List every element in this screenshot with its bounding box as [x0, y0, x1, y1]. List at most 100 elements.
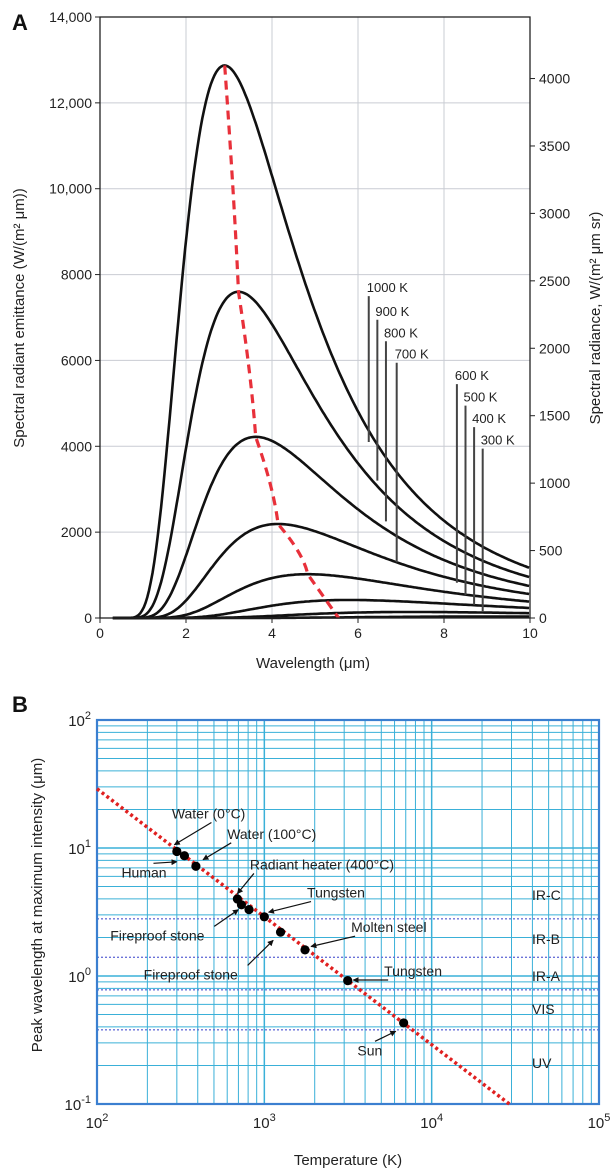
y2-tick-label: 1000	[539, 475, 570, 491]
band-label: UV	[532, 1055, 552, 1071]
temperature-label: 500 K	[464, 390, 498, 405]
panel-a-x-axis-label: Wavelength (μm)	[256, 655, 370, 672]
panel-b-annotations: Water (0°C) Water (100°C) Human Radiant hea…	[110, 806, 442, 1059]
temperature-label: 300 K	[481, 433, 515, 448]
y2-tick-label: 2000	[539, 340, 570, 356]
annotation-arrow	[247, 939, 274, 966]
y2-tick-label: 3000	[539, 205, 570, 221]
curve-600k	[112, 572, 530, 620]
band-label: IR-C	[532, 887, 561, 903]
panel-a-label: A	[12, 10, 28, 35]
y-tick-label: 0	[84, 610, 92, 626]
x-tick-label: 8	[440, 625, 448, 641]
y-tick-label: 2000	[61, 524, 92, 540]
y-tick-label: 8000	[61, 267, 92, 283]
data-point	[343, 976, 353, 986]
y-tick-label: 10-1	[65, 1094, 91, 1114]
data-point	[172, 846, 182, 857]
annotation-arrow	[202, 842, 232, 861]
annotation-label: Fireproof stone	[144, 966, 238, 982]
temperature-label: 900 K	[375, 304, 409, 319]
temperature-label: 800 K	[384, 325, 418, 340]
panel-a-y2-ticks: 0 500 1000 1500 2000 2500 3000 3500 4000	[530, 71, 570, 626]
data-point	[236, 900, 247, 910]
x-tick-label: 0	[96, 625, 104, 641]
panel-a-y-axis-label: Spectral radiant emittance (W/(m² μm))	[11, 188, 28, 448]
data-point	[191, 861, 201, 871]
data-point	[179, 851, 190, 861]
x-tick-label: 105	[588, 1112, 611, 1132]
panel-b-x-ticks: 102 103 104 105	[86, 1112, 611, 1132]
y-tick-label: 14,000	[49, 9, 92, 25]
annotation-label: Molten steel	[351, 919, 426, 935]
x-tick-label: 2	[182, 625, 190, 641]
panel-a-temperature-labels: 1000 K 900 K 800 K 700 K 600 K 500 K 400 K 300 …	[367, 280, 515, 612]
temperature-label: 700 K	[395, 347, 429, 362]
peak-wavelength-locus	[223, 65, 340, 619]
annotation-label: Tungsten	[307, 885, 365, 901]
annotation-label: Human	[121, 864, 166, 880]
curve-700k	[112, 522, 530, 620]
annotation-arrow	[267, 900, 312, 914]
temperature-label: 600 K	[455, 368, 489, 383]
temperature-label: 1000 K	[367, 280, 409, 295]
panel-b-x-axis-label: Temperature (K)	[294, 1152, 402, 1169]
panel-a-plot-frame	[99, 16, 531, 619]
x-tick-label: 102	[86, 1112, 109, 1132]
curve-900k	[112, 290, 530, 620]
annotation-label: Tungsten	[384, 963, 442, 979]
annotation-label: Fireproof stone	[110, 927, 204, 943]
annotation-arrow	[153, 859, 178, 866]
band-label: VIS	[532, 1001, 555, 1017]
y-tick-label: 100	[68, 966, 91, 986]
annotation-label: Sun	[357, 1042, 382, 1058]
data-point	[259, 912, 269, 922]
panel-b-label: B	[12, 692, 28, 717]
x-tick-label: 103	[253, 1112, 276, 1132]
panel-a-y-ticks: 0 2000 4000 6000 8000 10,000 12,000 14,000	[49, 9, 100, 626]
y-tick-label: 4000	[61, 438, 92, 454]
data-point	[399, 1018, 409, 1028]
y2-tick-label: 0	[539, 610, 547, 626]
panel-a-chart: A 1000 K 900 K 800 K 700 K 600 K 500 K 400 K 30…	[11, 9, 604, 672]
panel-b-y-axis-label: Peak wavelength at maximum intensity (μm…	[29, 758, 46, 1053]
panel-b-points	[172, 846, 409, 1028]
panel-a-x-ticks: 0 2 4 6 8 10	[96, 618, 538, 641]
y-tick-label: 102	[68, 710, 91, 730]
y-tick-label: 6000	[61, 352, 92, 368]
annotation-arrow	[213, 909, 239, 927]
data-point	[275, 927, 286, 937]
y-tick-label: 12,000	[49, 95, 92, 111]
annotation-arrow	[374, 1030, 397, 1042]
band-label: IR-B	[532, 931, 560, 947]
y2-tick-label: 2500	[539, 273, 570, 289]
panel-b-chart: B IR-C IR-B IR-A VIS UV Water (0°C) Water (10…	[12, 692, 610, 1169]
annotation-arrow	[310, 935, 356, 949]
x-tick-label: 6	[354, 625, 362, 641]
temperature-label: 400 K	[472, 411, 506, 426]
panel-b-plot-frame	[95, 718, 601, 1106]
x-tick-label: 104	[420, 1112, 443, 1132]
curve-800k	[112, 435, 530, 620]
curve-1000k	[112, 64, 530, 620]
panel-b-spectral-bands: IR-C IR-B IR-A VIS UV	[97, 887, 599, 1071]
annotation-label: Water (100°C)	[227, 826, 316, 842]
x-tick-label: 4	[268, 625, 276, 641]
data-point	[300, 945, 310, 955]
panel-b-y-ticks: 10-1 100 101 102	[65, 710, 91, 1114]
panel-a-curves	[112, 64, 530, 620]
x-tick-label: 10	[522, 625, 538, 641]
y-tick-label: 101	[68, 838, 91, 858]
panel-b-grid	[96, 720, 599, 1105]
y2-tick-label: 1500	[539, 408, 570, 424]
annotation-label: Radiant heater (400°C)	[250, 856, 394, 872]
y2-tick-label: 500	[539, 543, 563, 559]
annotation-label: Water (0°C)	[172, 806, 246, 822]
panel-a-y2-axis-label: Spectral radiance, W/(m² μm sr)	[587, 212, 604, 425]
annotation-arrow	[173, 821, 212, 846]
y-tick-label: 10,000	[49, 181, 92, 197]
data-point	[244, 905, 254, 915]
y2-tick-label: 4000	[539, 71, 570, 87]
annotation-arrow	[236, 873, 255, 895]
